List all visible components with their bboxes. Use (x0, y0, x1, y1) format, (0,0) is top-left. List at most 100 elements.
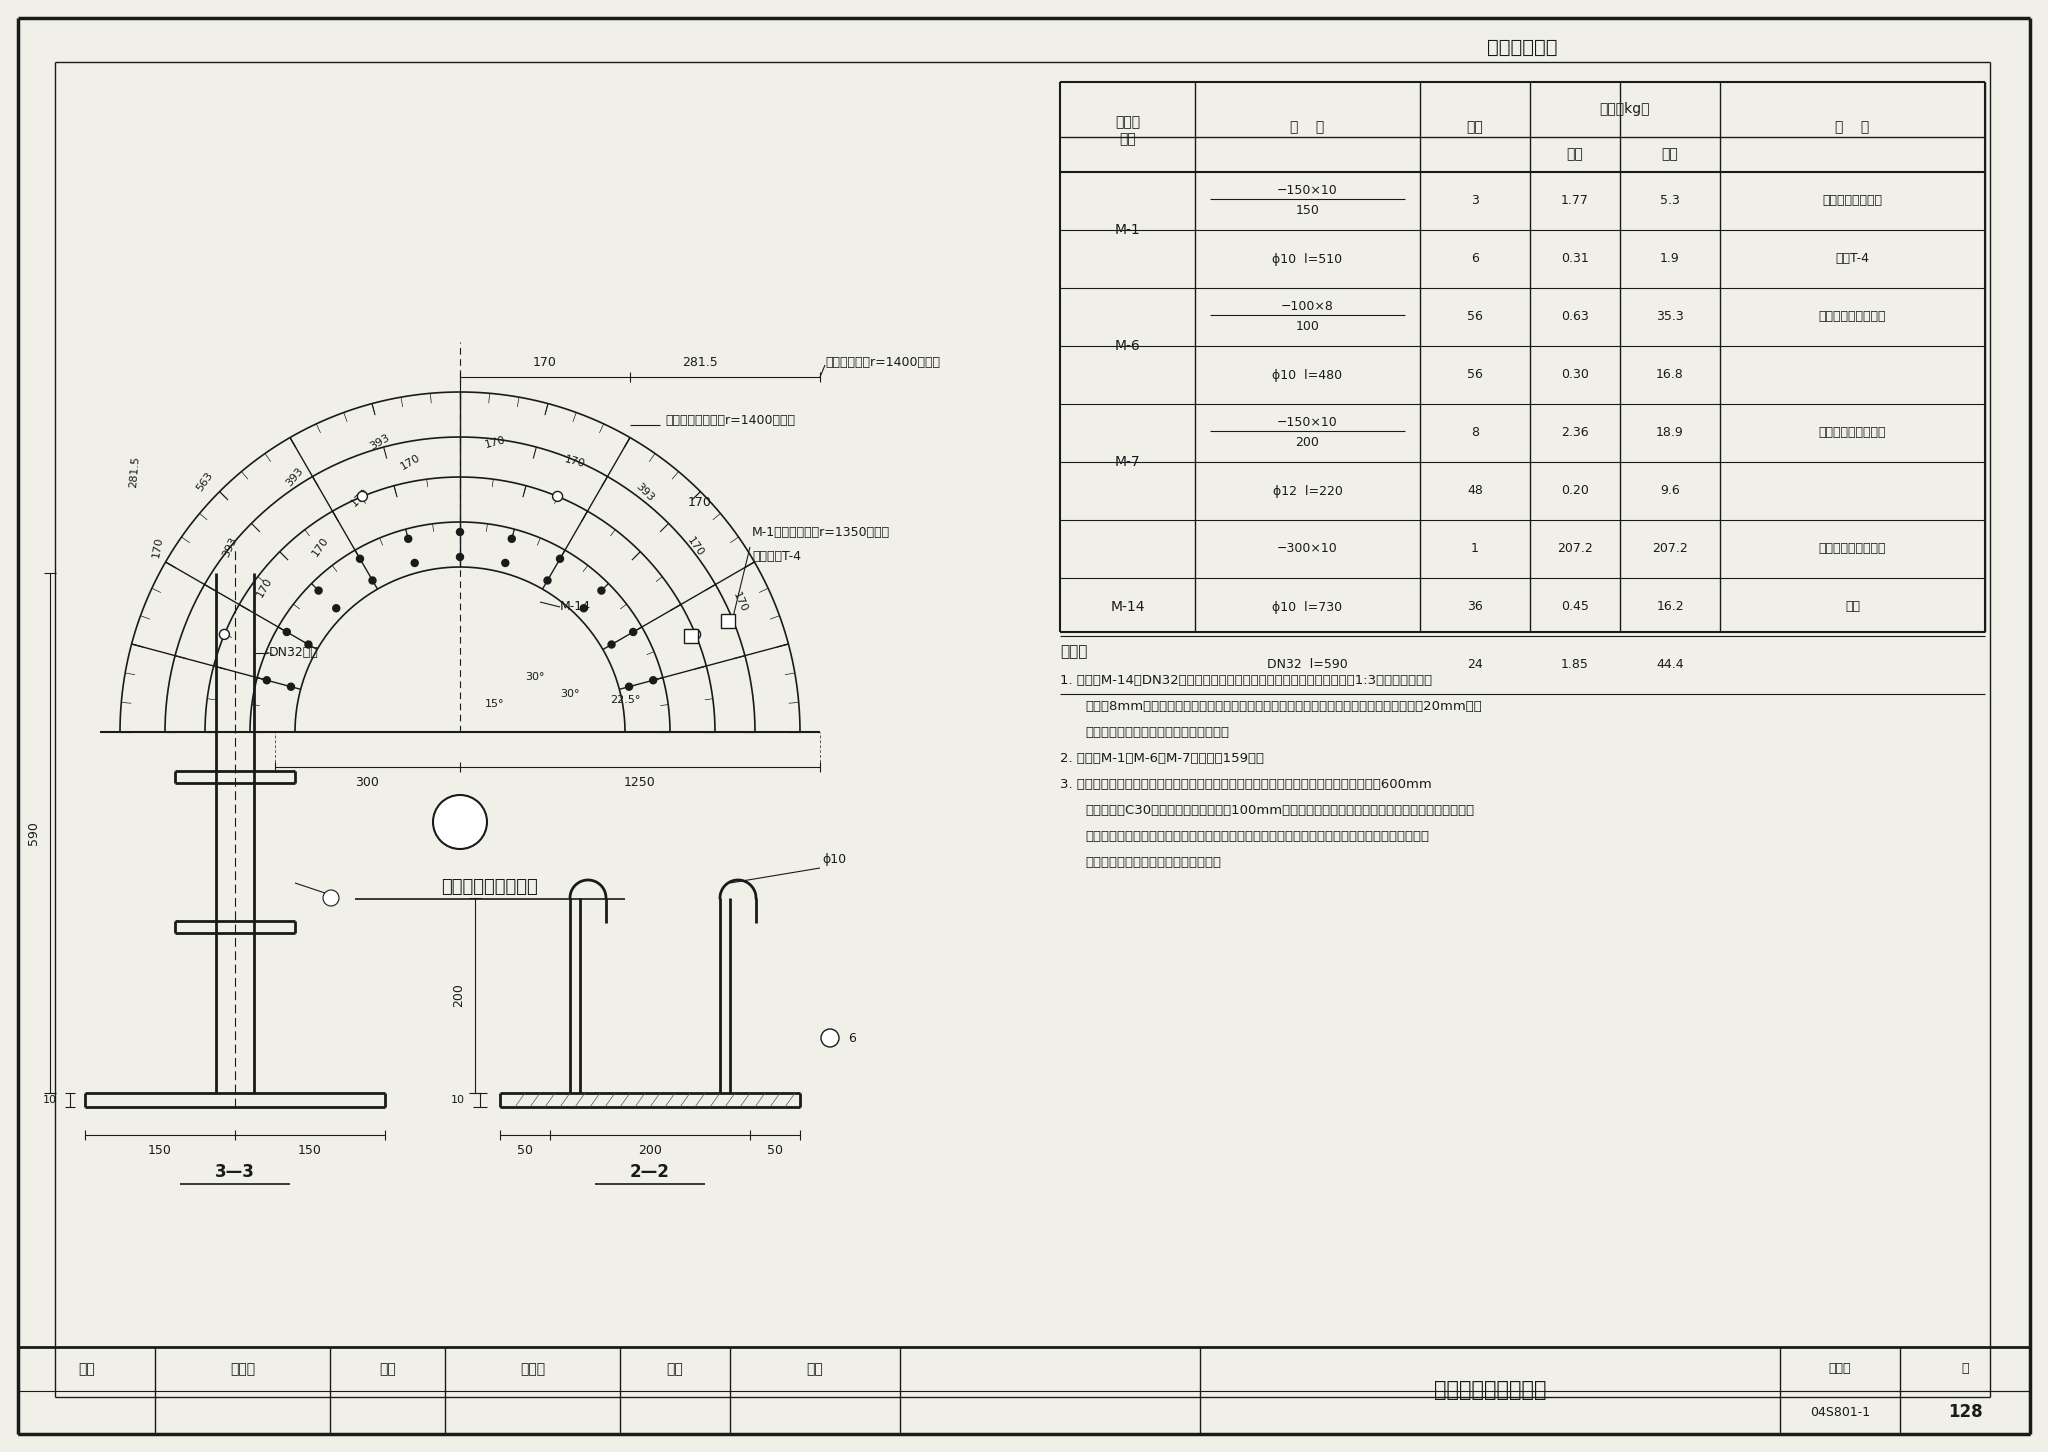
Text: 150: 150 (299, 1144, 322, 1156)
Text: 6: 6 (1470, 253, 1479, 266)
Text: 用于固定T-4: 用于固定T-4 (752, 550, 801, 563)
Text: 170: 170 (684, 536, 705, 559)
Text: 用于固定支筒顶栏杆: 用于固定支筒顶栏杆 (1819, 427, 1886, 440)
Text: 10: 10 (43, 1095, 57, 1105)
Text: 10: 10 (451, 1095, 465, 1105)
Text: 563: 563 (195, 470, 215, 494)
Text: 水箱吊杆及预埋件图: 水箱吊杆及预埋件图 (442, 878, 539, 896)
Text: 207.2: 207.2 (1556, 543, 1593, 556)
Text: 2.36: 2.36 (1561, 427, 1589, 440)
Text: 共重: 共重 (1661, 148, 1679, 161)
Text: 梁及支臂表面紧密粘结，防止渗漏水。: 梁及支臂表面紧密粘结，防止渗漏水。 (1085, 855, 1221, 868)
Text: 393: 393 (369, 433, 391, 452)
Circle shape (264, 677, 270, 684)
Text: M-1: M-1 (1114, 224, 1141, 237)
Circle shape (625, 684, 633, 690)
Text: 30°: 30° (524, 672, 545, 682)
Text: 校对: 校对 (379, 1362, 395, 1375)
Circle shape (545, 576, 551, 584)
Text: −100×8: −100×8 (1282, 301, 1333, 314)
Text: 24: 24 (1466, 659, 1483, 671)
Text: −300×10: −300×10 (1278, 543, 1337, 556)
Text: 8: 8 (1470, 427, 1479, 440)
Text: 170: 170 (731, 591, 750, 614)
Circle shape (580, 604, 588, 611)
Text: 150: 150 (147, 1144, 172, 1156)
Text: 200: 200 (453, 983, 465, 1008)
Text: 高范围内灌C30细石脚踏混凝土，上部100mm高范围内填环氧树脂砂浆。在下环梁高度范围内，支臂: 高范围内灌C30细石脚踏混凝土，上部100mm高范围内填环氧树脂砂浆。在下环梁高… (1085, 803, 1475, 816)
Circle shape (553, 491, 563, 501)
Text: 50: 50 (516, 1144, 532, 1156)
Text: 钢管位置应与水箱提升架吊杆位置一致。: 钢管位置应与水箱提升架吊杆位置一致。 (1085, 726, 1229, 739)
Circle shape (219, 629, 229, 639)
Text: 规    格: 规 格 (1290, 121, 1325, 134)
Circle shape (508, 536, 516, 542)
Circle shape (358, 491, 367, 501)
Text: 170: 170 (563, 454, 586, 469)
Text: 9.6: 9.6 (1661, 485, 1679, 498)
Circle shape (690, 629, 700, 639)
Text: 固定T-4: 固定T-4 (1835, 253, 1870, 266)
Circle shape (432, 796, 487, 849)
Text: 备    注: 备 注 (1835, 121, 1870, 134)
Text: 18.9: 18.9 (1657, 427, 1683, 440)
Text: 16.8: 16.8 (1657, 369, 1683, 382)
Text: 3. 水箱支承于钢支架上，环托梁混凝土浇筑完毕后，在水箱下环梁与支臂之间的缝隙下部600mm: 3. 水箱支承于钢支架上，环托梁混凝土浇筑完毕后，在水箱下环梁与支臂之间的缝隙下… (1061, 777, 1432, 790)
Text: 04S801-1: 04S801-1 (1810, 1406, 1870, 1419)
Text: 56: 56 (1466, 369, 1483, 382)
Text: 用于固定支筒顶栏杆: 用于固定支筒顶栏杆 (1819, 311, 1886, 324)
Text: 36: 36 (1466, 601, 1483, 614)
Circle shape (457, 553, 463, 560)
Circle shape (283, 629, 291, 636)
Circle shape (557, 555, 563, 562)
Text: DN32  l=590: DN32 l=590 (1268, 659, 1348, 671)
Text: 56: 56 (1466, 311, 1483, 324)
Text: 3: 3 (328, 893, 334, 903)
Text: 300: 300 (356, 775, 379, 788)
Text: M-7: M-7 (1114, 454, 1141, 469)
Bar (684, 629, 698, 643)
Text: M-14: M-14 (559, 601, 592, 614)
Text: 0.63: 0.63 (1561, 311, 1589, 324)
Text: 44.4: 44.4 (1657, 659, 1683, 671)
Text: 预埋件: 预埋件 (1114, 115, 1141, 129)
Text: 1.85: 1.85 (1561, 659, 1589, 671)
Text: 6: 6 (848, 1031, 856, 1044)
Text: 393: 393 (221, 536, 240, 559)
Text: 设计: 设计 (668, 1362, 684, 1375)
Circle shape (287, 684, 295, 690)
Text: 水箱吊杆及预埋件图: 水箱吊杆及预埋件图 (1434, 1381, 1546, 1401)
Text: DN32钢管: DN32钢管 (268, 646, 319, 659)
Text: 281.5: 281.5 (129, 456, 141, 488)
Text: 170: 170 (483, 434, 506, 450)
Text: 16.2: 16.2 (1657, 601, 1683, 614)
Text: 重量（kg）: 重量（kg） (1599, 103, 1651, 116)
Text: 1. 预埋件M-14上DN32钢管用于提升水箱时穿吊杆。在水箱提升完毕后用1:3水泥砂浆填实。: 1. 预埋件M-14上DN32钢管用于提升水箱时穿吊杆。在水箱提升完毕后用1:3… (1061, 674, 1432, 687)
Circle shape (598, 587, 604, 594)
Text: ϕ10  l=480: ϕ10 l=480 (1272, 369, 1343, 382)
Text: 48: 48 (1466, 485, 1483, 498)
Circle shape (502, 559, 508, 566)
Text: 170: 170 (532, 356, 557, 369)
Text: 393: 393 (285, 466, 305, 488)
Circle shape (629, 629, 637, 636)
Text: M-6: M-6 (1114, 338, 1141, 353)
Text: M-14: M-14 (1110, 600, 1145, 614)
Circle shape (324, 890, 340, 906)
Text: 宋绍先: 宋绍先 (229, 1362, 256, 1375)
Text: 3: 3 (1470, 195, 1479, 208)
Text: 22.5°: 22.5° (610, 696, 641, 706)
Text: 30°: 30° (561, 690, 580, 698)
Text: 单重: 单重 (1567, 148, 1583, 161)
Circle shape (649, 677, 657, 684)
Text: −150×10: −150×10 (1278, 417, 1337, 430)
Circle shape (821, 1029, 840, 1047)
Text: 170: 170 (688, 495, 713, 508)
Text: 钢管位置（沿r=1400弧长）: 钢管位置（沿r=1400弧长） (825, 356, 940, 369)
Circle shape (315, 587, 322, 594)
Circle shape (356, 555, 362, 562)
Text: 5.3: 5.3 (1661, 195, 1679, 208)
Text: 281.5: 281.5 (682, 356, 719, 369)
Circle shape (412, 559, 418, 566)
Circle shape (332, 604, 340, 611)
